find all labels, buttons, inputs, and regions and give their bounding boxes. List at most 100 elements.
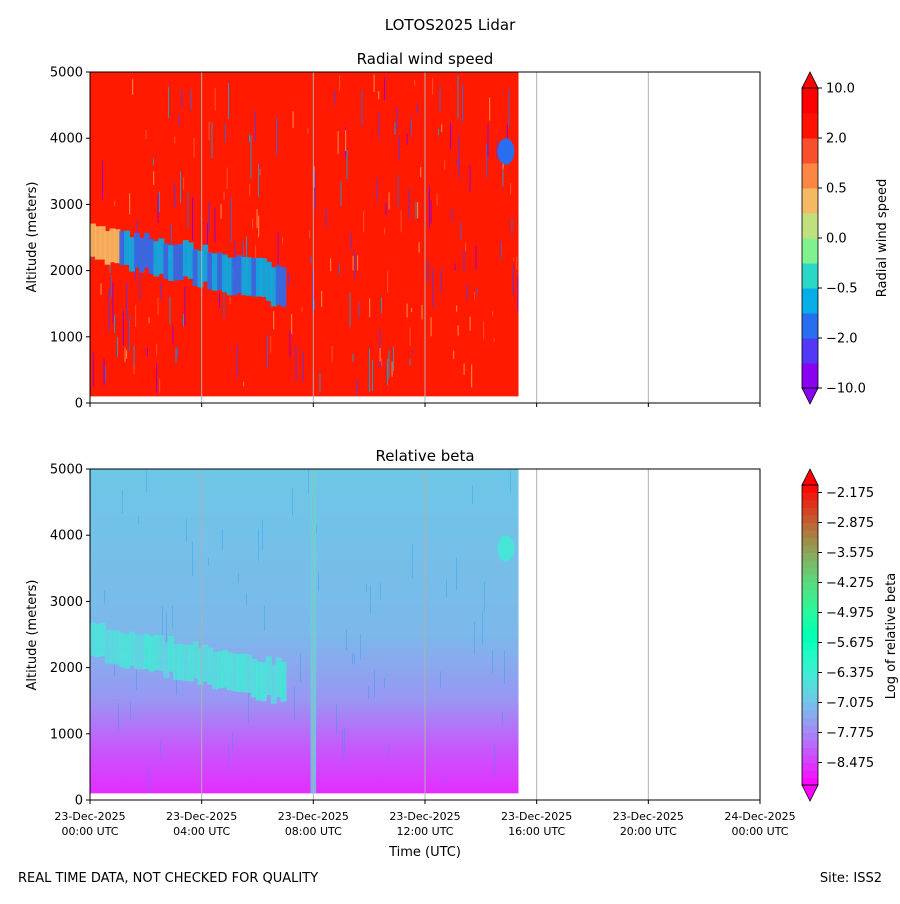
beta-streak: [246, 592, 247, 606]
wind-cloud-layer: [119, 231, 126, 266]
wind-streak: [469, 316, 471, 331]
colorbar-segment: [802, 717, 818, 726]
wind-streak: [399, 135, 400, 161]
time-axis-label: Time (UTC): [388, 845, 461, 860]
wind-cloud-layer: [187, 242, 194, 279]
beta-cloud-layer: [260, 662, 267, 702]
colorbar-tick-label: −5.675: [826, 636, 874, 651]
wind-streak: [207, 222, 208, 249]
beta-cloud-layer: [129, 631, 135, 666]
beta-streak: [258, 529, 259, 562]
wind-streak: [391, 361, 393, 377]
wind-streak: [357, 255, 359, 271]
colorbar-segment: [802, 657, 818, 666]
wind-streak: [450, 122, 451, 151]
x-tick-date: 23-Dec-2025: [501, 810, 572, 823]
beta-streak: [186, 519, 187, 542]
wind-streak: [237, 345, 238, 378]
wind-streak: [378, 91, 380, 100]
wind-streak: [451, 207, 453, 221]
wind-cloud-layer: [280, 267, 287, 307]
wind-streak: [153, 171, 155, 185]
wind-streak: [501, 241, 502, 259]
beta-cloud-layer: [182, 644, 189, 682]
wind-streak: [453, 350, 455, 360]
wind-streak: [139, 269, 141, 299]
wind-streak: [112, 282, 114, 324]
wind-streak: [214, 87, 216, 111]
colorbar-segment: [802, 500, 818, 508]
colorbar-segment: [802, 695, 818, 703]
x-tick-time: 00:00 UTC: [731, 825, 788, 838]
colorbar-segment: [802, 612, 818, 621]
wind-background: [90, 72, 519, 397]
colorbar-tick-label: −2.875: [826, 516, 874, 531]
beta-streak: [136, 669, 137, 691]
wind-streak: [108, 289, 109, 331]
wind-cloud-layer: [158, 238, 165, 274]
wind-streak: [409, 358, 411, 366]
wind-streak: [432, 77, 434, 95]
wind-streak: [388, 192, 390, 210]
wind-streak: [270, 336, 272, 353]
colorbar-tick-label: 0.5: [826, 182, 847, 197]
wind-streak: [292, 111, 294, 129]
wind-streak: [243, 381, 245, 387]
beta-streak: [166, 612, 167, 647]
wind-streak: [309, 230, 311, 239]
wind-streak: [229, 296, 231, 305]
beta-streak: [370, 585, 371, 614]
beta-cloud-layer: [251, 658, 258, 698]
wind-streak: [126, 350, 128, 359]
colorbar-segment: [802, 537, 818, 546]
beta-cloud-layer: [270, 664, 277, 704]
wind-streak: [321, 290, 323, 308]
wind-streak: [381, 297, 382, 314]
wind-streak: [466, 284, 468, 301]
colorbar-extend-min: [801, 784, 819, 802]
wind-streak: [463, 250, 465, 272]
wind-streak: [192, 196, 193, 241]
relative-beta-colorbar-label: Log of relative beta: [884, 573, 899, 700]
colorbar-segment: [802, 363, 818, 389]
wind-streak: [397, 175, 399, 207]
wind-streak: [157, 195, 159, 223]
wind-streak: [502, 159, 504, 187]
colorbar-segment: [802, 552, 818, 561]
beta-streak: [504, 651, 505, 685]
wind-streak: [255, 245, 257, 266]
colorbar-segment: [802, 755, 818, 763]
wind-streak: [126, 283, 127, 319]
colorbar-tick-label: 0.0: [826, 232, 847, 247]
wind-streak: [273, 311, 275, 330]
beta-streak: [228, 743, 229, 774]
colorbar-segment: [802, 338, 818, 364]
colorbar-segment: [802, 263, 818, 289]
beta-cloud-layer: [94, 623, 101, 658]
beta-streak: [368, 685, 369, 700]
wind-streak: [175, 348, 177, 364]
radial-wind-title: Radial wind speed: [357, 50, 494, 68]
wind-streak: [129, 317, 130, 351]
colorbar-segment: [802, 88, 818, 114]
wind-streak: [208, 201, 210, 233]
y-tick-label: 5000: [50, 463, 83, 478]
beta-streak: [308, 469, 309, 494]
wind-streak: [457, 75, 459, 119]
wind-streak: [432, 268, 433, 308]
wind-streak: [252, 218, 254, 229]
colorbar-segment: [802, 485, 818, 493]
beta-streak: [474, 621, 475, 655]
wind-streak: [153, 158, 154, 166]
beta-cloud-layer: [109, 629, 116, 664]
colorbar-extend-max: [801, 468, 819, 486]
radial-wind-y-ticks: 0 1000 2000 3000 4000 5000: [50, 66, 90, 412]
colorbar-segment: [802, 635, 818, 643]
wind-streak: [295, 345, 297, 381]
y-tick-label: 3000: [50, 198, 83, 213]
wind-streak: [331, 346, 333, 363]
wind-streak: [400, 210, 402, 233]
wind-cloud-layer: [217, 252, 223, 290]
wind-streak: [174, 136, 176, 144]
wind-cloud-layer: [207, 252, 214, 290]
